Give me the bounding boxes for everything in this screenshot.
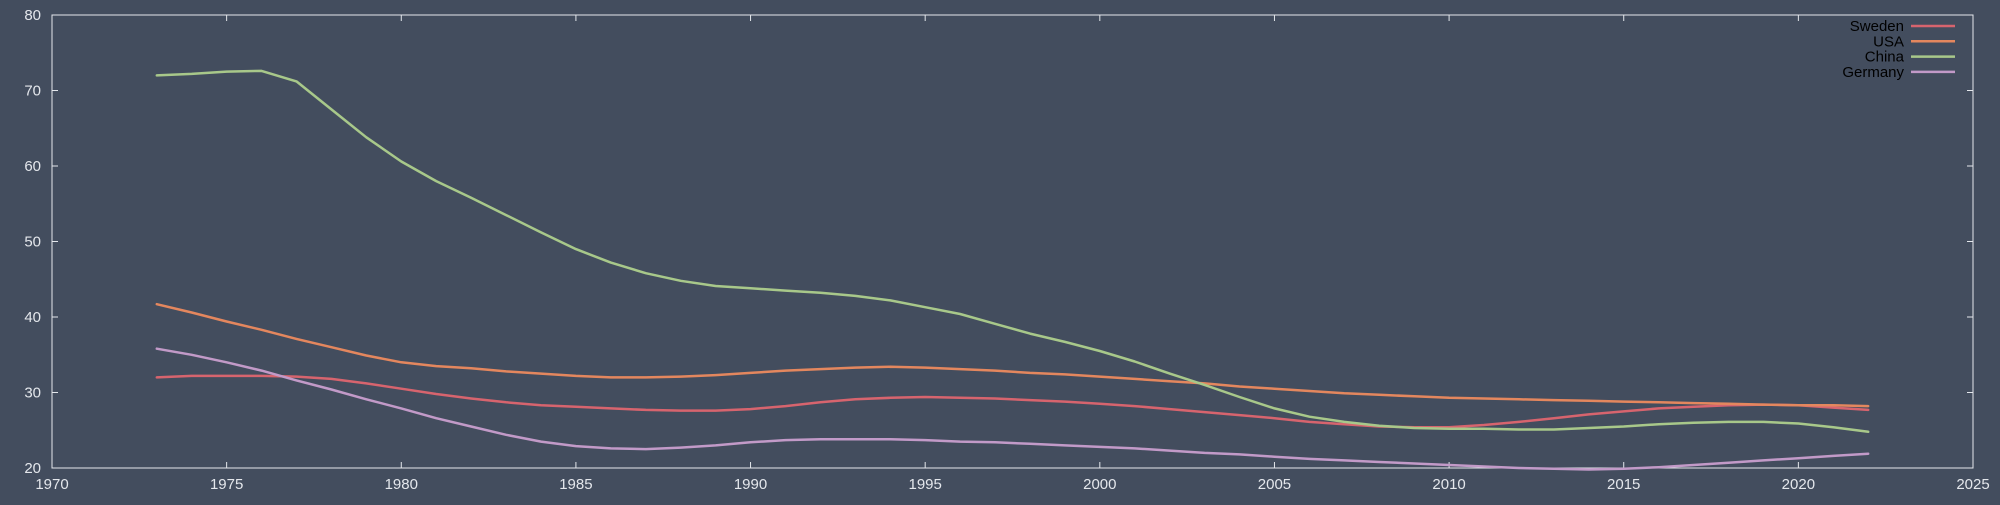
y-tick-label: 40 <box>24 309 41 326</box>
y-tick-label: 80 <box>24 7 41 24</box>
series-line-germany <box>155 347 1870 471</box>
x-tick-label: 2020 <box>1782 476 1815 493</box>
x-tick-label: 1970 <box>35 476 68 493</box>
x-tick-label: 2025 <box>1956 476 1989 493</box>
y-tick-label: 60 <box>24 158 41 175</box>
x-tick-label: 2000 <box>1083 476 1116 493</box>
y-axis: 20 30 40 50 60 70 80 <box>24 7 1973 477</box>
y-tick-label: 20 <box>24 460 41 477</box>
x-tick-label: 1990 <box>734 476 767 493</box>
x-tick-label: 1975 <box>210 476 243 493</box>
y-tick-label: 50 <box>24 234 41 251</box>
legend-label-sweden: Sweden <box>1850 18 1904 35</box>
series-line-sweden <box>155 374 1870 429</box>
y-tick-label: 70 <box>24 83 41 100</box>
x-tick-label: 1980 <box>385 476 418 493</box>
legend-label-usa: USA <box>1873 33 1904 50</box>
y-tick-label: 30 <box>24 385 41 402</box>
x-tick-label: 2005 <box>1258 476 1291 493</box>
x-tick-label: 1995 <box>908 476 941 493</box>
series-line-china <box>155 69 1870 434</box>
x-tick-label: 1985 <box>559 476 592 493</box>
series-lines <box>155 69 1870 471</box>
x-axis: 1970 1975 1980 1985 1990 1995 2000 2005 2010 2015… <box>35 15 1990 493</box>
x-tick-label: 2010 <box>1432 476 1465 493</box>
legend-label-germany: Germany <box>1842 64 1904 81</box>
series-line-usa <box>155 302 1870 408</box>
x-tick-label: 2015 <box>1607 476 1640 493</box>
legend-label-china: China <box>1865 49 1905 66</box>
